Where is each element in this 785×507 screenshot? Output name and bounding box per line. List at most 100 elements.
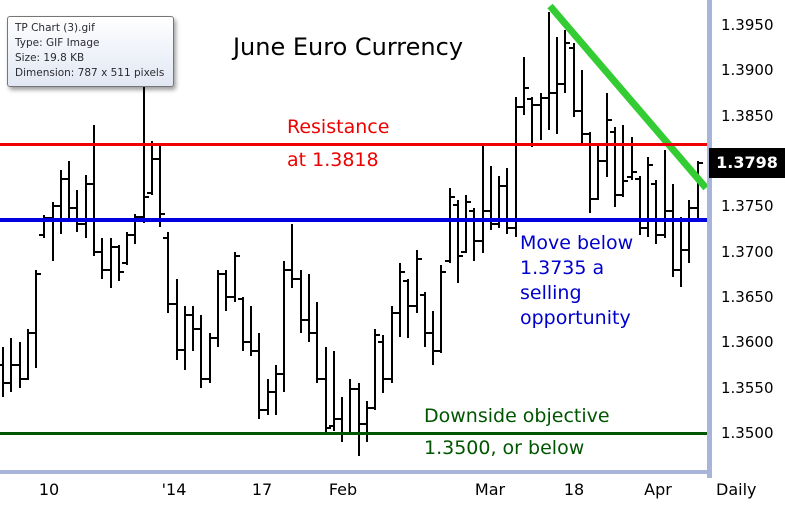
objective-annotation-line1: Downside objective bbox=[424, 405, 610, 427]
price-bar bbox=[676, 217, 686, 287]
resistance-annotation: Resistance at 1.3818 bbox=[287, 111, 389, 177]
price-bar bbox=[651, 180, 661, 244]
price-bar bbox=[147, 141, 157, 195]
x-axis-tick-label: 10 bbox=[38, 480, 60, 499]
y-axis-tick-label: 1.3700 bbox=[721, 243, 774, 261]
sell-annotation-line4: opportunity bbox=[520, 307, 631, 329]
price-bar bbox=[536, 93, 546, 140]
price-bar bbox=[48, 202, 58, 261]
tooltip-size: Size: 19.8 KB bbox=[15, 52, 85, 64]
x-axis-tick-label: Mar bbox=[474, 480, 506, 499]
sell-annotation-line3: selling bbox=[520, 282, 582, 304]
price-bar bbox=[527, 97, 537, 147]
price-bar bbox=[114, 245, 124, 281]
price-bar bbox=[354, 383, 364, 456]
price-bar bbox=[602, 93, 612, 177]
tooltip-dimension: Dimension: 787 x 511 pixels bbox=[15, 67, 165, 79]
sell-annotation-line2: 1.3735 a bbox=[520, 257, 605, 279]
price-bar bbox=[213, 270, 223, 347]
price-bar bbox=[287, 224, 297, 288]
price-bar bbox=[64, 161, 74, 220]
resistance-line bbox=[0, 143, 710, 146]
price-bar bbox=[569, 43, 579, 117]
price-bar bbox=[97, 238, 107, 279]
price-bar bbox=[370, 329, 380, 410]
price-bar bbox=[502, 168, 512, 234]
price-bar bbox=[560, 30, 570, 93]
price-bar bbox=[337, 397, 347, 442]
sell-annotation-line1: Move below bbox=[520, 232, 634, 254]
price-bar bbox=[618, 125, 628, 197]
y-axis-tick-label: 1.3600 bbox=[721, 333, 774, 351]
price-bar bbox=[412, 250, 422, 313]
last-price-box: 1.3798 bbox=[709, 148, 785, 178]
price-bar bbox=[312, 302, 322, 383]
tooltip-filename: TP Chart (3).gif bbox=[15, 22, 95, 34]
price-bar bbox=[635, 176, 645, 235]
price-bar bbox=[552, 37, 562, 134]
y-axis-tick-label: 1.3850 bbox=[721, 107, 774, 125]
price-bar bbox=[378, 335, 388, 393]
price-bar bbox=[6, 338, 16, 392]
price-bar bbox=[511, 97, 521, 237]
y-axis-tick-label: 1.3750 bbox=[721, 197, 774, 215]
sell-trigger-line bbox=[0, 218, 710, 222]
price-bar bbox=[139, 79, 149, 223]
y-axis-tick-label: 1.3500 bbox=[721, 424, 774, 442]
price-bar bbox=[519, 57, 529, 115]
resistance-annotation-line2: at 1.3818 bbox=[287, 149, 379, 171]
price-bar bbox=[155, 146, 165, 227]
y-axis-tick-label: 1.3650 bbox=[721, 288, 774, 306]
price-bar bbox=[196, 315, 206, 388]
price-bar bbox=[230, 252, 240, 302]
price-bar bbox=[643, 157, 653, 237]
price-bar bbox=[205, 333, 215, 383]
price-bar bbox=[106, 238, 116, 288]
axis-border-horizontal bbox=[0, 470, 712, 474]
objective-annotation-line2: 1.3500, or below bbox=[424, 437, 585, 459]
x-axis-tick-label: Feb bbox=[328, 480, 358, 499]
price-bar bbox=[593, 143, 603, 200]
price-bar bbox=[453, 200, 463, 283]
price-bar bbox=[403, 279, 413, 338]
price-bar bbox=[668, 184, 678, 277]
chart-title: June Euro Currency bbox=[232, 33, 464, 61]
axis-border-vertical bbox=[707, 0, 712, 478]
price-bar bbox=[321, 347, 331, 433]
price-bar bbox=[544, 12, 554, 130]
y-axis-tick-label: 1.3550 bbox=[721, 379, 774, 397]
price-bar bbox=[445, 188, 455, 263]
price-bar bbox=[246, 306, 256, 356]
price-bar bbox=[221, 270, 231, 311]
x-axis-tick-label: '14 bbox=[161, 480, 187, 499]
downside-objective-line bbox=[0, 432, 710, 435]
price-bar bbox=[15, 342, 25, 388]
downtrend-line bbox=[547, 3, 709, 191]
tooltip-type: Type: GIF Image bbox=[15, 37, 100, 49]
sell-annotation: Move below 1.3735 a selling opportunity bbox=[520, 231, 633, 331]
price-bar bbox=[428, 311, 438, 365]
price-bar bbox=[577, 70, 587, 143]
price-bar bbox=[0, 347, 8, 397]
price-bar bbox=[122, 232, 132, 265]
price-bar bbox=[304, 274, 314, 342]
x-axis-tick-label: 18 bbox=[563, 480, 585, 499]
y-axis-tick-label: 1.3950 bbox=[721, 16, 774, 34]
price-bar bbox=[31, 270, 41, 368]
x-axis-tick-label: 17 bbox=[251, 480, 273, 499]
price-bar bbox=[254, 333, 264, 419]
price-bar bbox=[279, 261, 289, 392]
price-bar bbox=[684, 200, 694, 263]
price-bar bbox=[693, 161, 703, 220]
timeframe-label: Daily bbox=[716, 480, 757, 499]
x-axis-tick-label: Apr bbox=[644, 480, 672, 499]
price-bar bbox=[72, 190, 82, 232]
price-bar bbox=[271, 365, 281, 415]
price-bar bbox=[395, 263, 405, 337]
price-bar bbox=[478, 145, 488, 253]
price-bar bbox=[387, 306, 397, 383]
price-bar bbox=[436, 265, 446, 353]
price-bar bbox=[461, 195, 471, 253]
price-bar bbox=[345, 379, 355, 435]
